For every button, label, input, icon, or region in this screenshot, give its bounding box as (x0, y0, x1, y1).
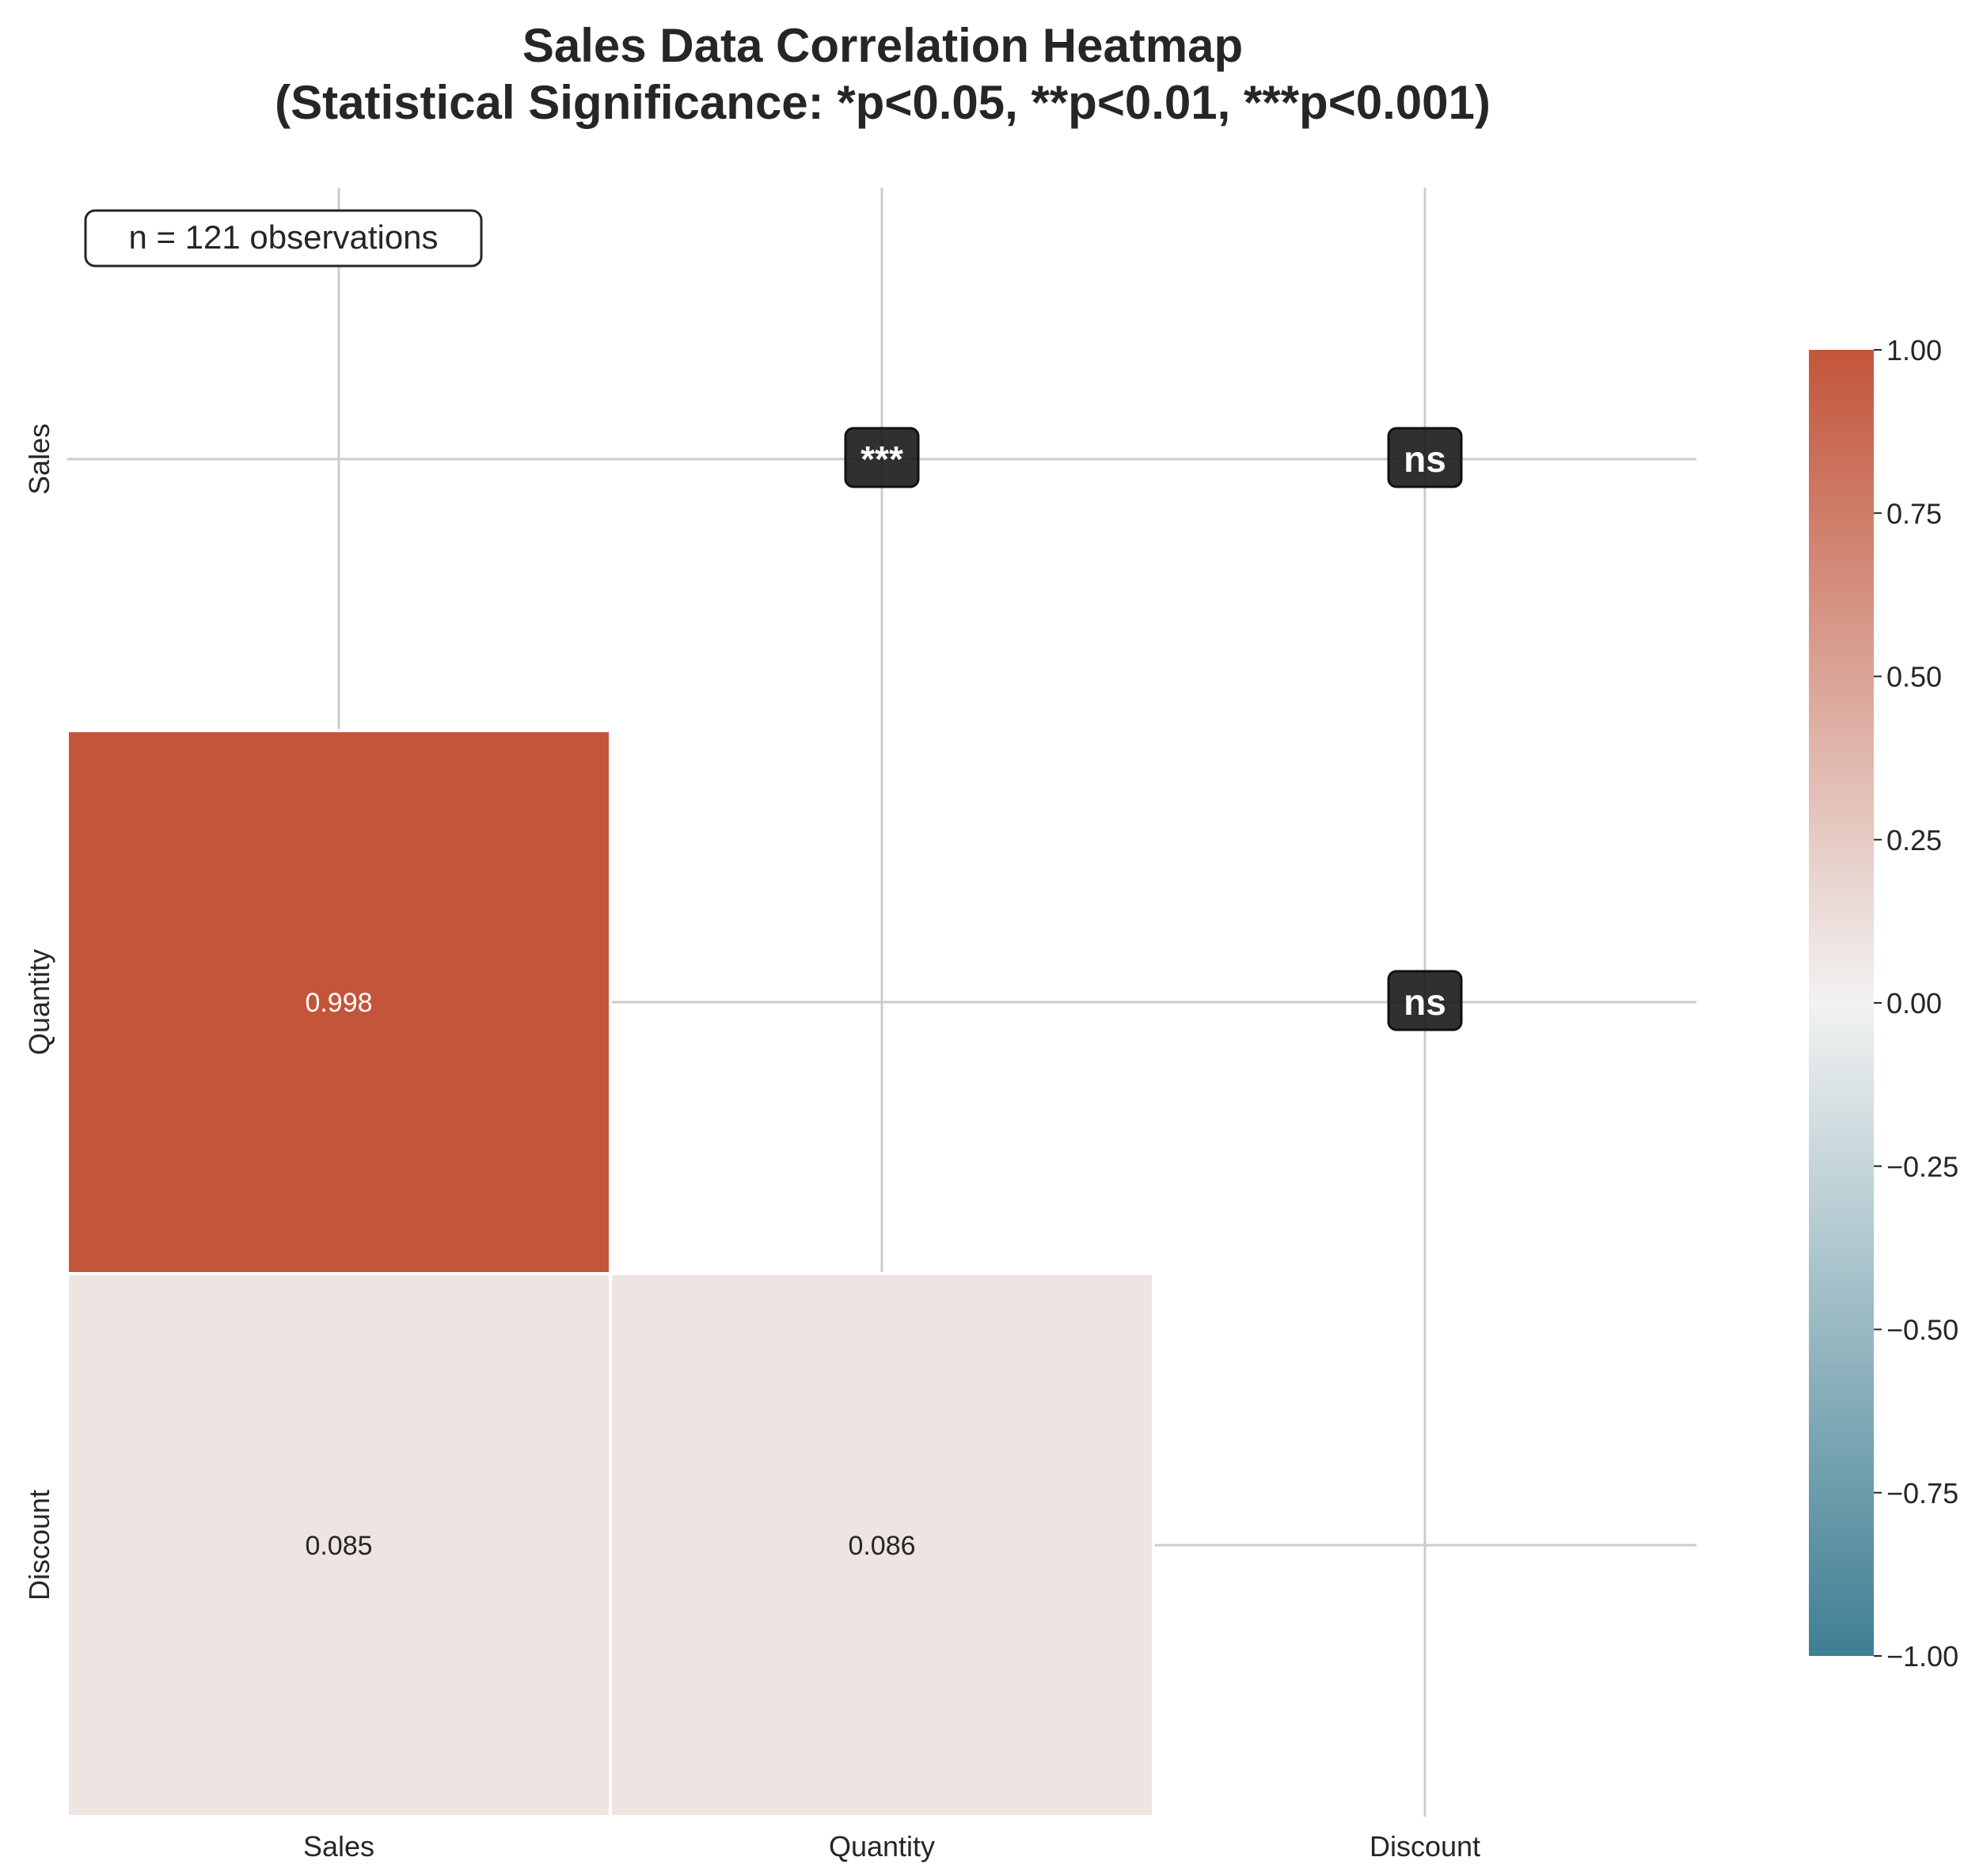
heatmap-cell-discount-quantity (609, 1272, 1155, 1818)
y-tick-label-sales: Sales (23, 423, 55, 495)
annotation-box (84, 209, 483, 268)
cell-value-label-discount-quantity: 0.086 (848, 1531, 915, 1561)
colorbar-ticks: 1.00 0.75 0.50 0.25 0.00 −0.25 −0.50 −0.75 −1.00 (1874, 334, 1959, 1673)
observation-count-annotation: n = 121 observations (84, 209, 483, 268)
colorbar-tick-label-8: −1.00 (1886, 1640, 1959, 1673)
significance-badge-sales-discount (1387, 427, 1463, 488)
significance-badge-sales-quantity (844, 427, 920, 488)
colorbar-tick-label-4: 0.00 (1886, 987, 1942, 1020)
colorbar: 1.00 0.75 0.50 0.25 0.00 −0.25 −0.50 −0.75 −1.00 (1809, 334, 1959, 1673)
x-tick-label-sales: Sales (303, 1830, 374, 1863)
colorbar-gradient (1809, 350, 1874, 1656)
x-tick-label-quantity: Quantity (829, 1830, 935, 1863)
significance-badge-quantity-discount (1387, 970, 1463, 1031)
heatmap-cells (66, 729, 1155, 1818)
x-tick-label-discount: Discount (1370, 1830, 1480, 1863)
significance-label-sales-discount: ns (1404, 439, 1446, 480)
colorbar-tick-label-6: −0.50 (1886, 1314, 1959, 1346)
significance-labels: *** ns ns (844, 427, 1463, 1031)
chart-title-line-2: (Statistical Significance: *p<0.05, **p<… (275, 76, 1491, 129)
significance-label-quantity-discount: ns (1404, 982, 1446, 1023)
chart-title-line-1: Sales Data Correlation Heatmap (522, 19, 1243, 72)
heatmap-cell-quantity-sales (66, 729, 612, 1275)
colorbar-tick-label-1: 0.75 (1886, 497, 1942, 530)
cell-value-label-quantity-sales: 0.998 (305, 988, 372, 1018)
colorbar-tick-label-2: 0.50 (1886, 661, 1942, 693)
cell-value-label-discount-sales: 0.085 (305, 1531, 372, 1561)
colorbar-tick-label-7: −0.75 (1886, 1477, 1959, 1510)
colorbar-tick-label-0: 1.00 (1886, 334, 1942, 366)
axis-tick-labels: Sales Sales Quantity Quantity Discount Discou… (23, 423, 1480, 1863)
significance-label-sales-quantity: *** (861, 439, 903, 480)
cell-labels: 0.998 0.085 0.086 (305, 988, 915, 1561)
colorbar-tick-label-3: 0.25 (1886, 824, 1942, 856)
annotation-text: n = 121 observations (128, 218, 438, 256)
y-tick-label-discount: Discount (23, 1490, 55, 1601)
y-tick-label-quantity: Quantity (23, 949, 55, 1055)
colorbar-tick-label-5: −0.25 (1886, 1150, 1959, 1183)
